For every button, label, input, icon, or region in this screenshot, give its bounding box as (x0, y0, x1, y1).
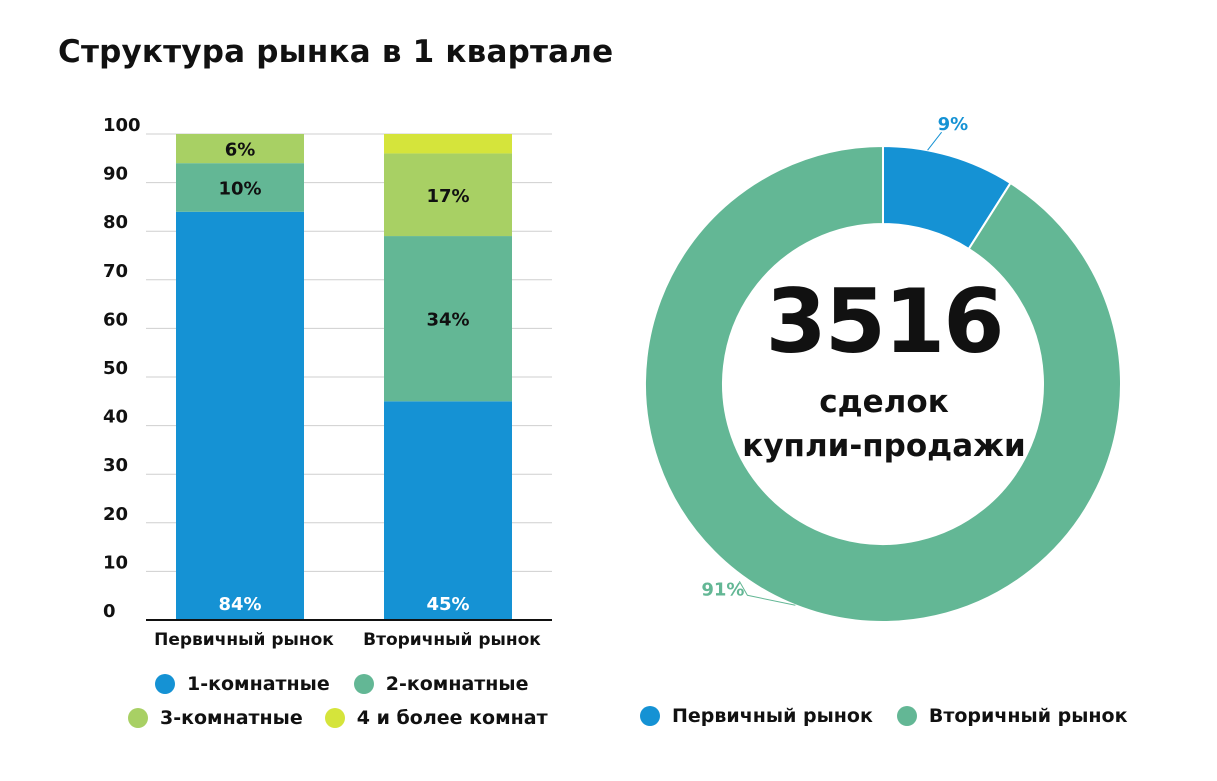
bar-segment (384, 153, 512, 237)
y-tick-label: 100 (103, 115, 141, 136)
data-label: 17% (426, 186, 469, 207)
leader-line (927, 131, 942, 151)
bar-legend-row1: 1-комнатные 2-комнатные (155, 673, 529, 695)
legend-dot-2-room (353, 674, 374, 694)
data-label: 10% (218, 178, 261, 199)
legend-label-3-room: 3-комнатные (160, 707, 303, 729)
deals-count: 3516 (765, 270, 1005, 373)
deals-caption-line2: купли-продажи (742, 428, 1026, 464)
legend-item-3-room: 3-комнатные (128, 707, 303, 729)
bar-segment (176, 163, 304, 212)
bar-segment (176, 134, 304, 164)
y-tick-label: 30 (103, 455, 128, 476)
y-tick-label: 90 (103, 164, 128, 185)
y-tick-label: 20 (103, 504, 128, 525)
legend-item-4-room: 4 и более комнат (324, 707, 548, 729)
slice-label: 91% (701, 579, 744, 600)
legend-dot-primary (640, 706, 660, 726)
legend-label-primary: Первичный рынок (672, 705, 873, 727)
donut-slice (644, 144, 1122, 623)
data-label: 34% (426, 310, 469, 331)
x-category-label: Вторичный рынок (363, 630, 541, 650)
legend-label-1-room: 1-комнатные (187, 673, 330, 695)
legend-label-secondary: Вторичный рынок (928, 705, 1128, 727)
y-tick-label: 60 (103, 309, 128, 330)
chart-title: Структура рынка в 1 квартале (58, 34, 614, 70)
legend-item-primary: Первичный рынок (640, 705, 873, 727)
y-tick-label: 40 (103, 407, 128, 428)
data-label: 45% (426, 594, 469, 615)
legend-item-2-room: 2-комнатные (353, 673, 529, 695)
x-category-label: Первичный рынок (154, 630, 334, 650)
y-tick-label: 70 (103, 261, 128, 282)
bar-segment (176, 211, 304, 620)
bar-segment (384, 134, 512, 154)
bar-segment (384, 236, 512, 402)
data-label: 84% (218, 594, 261, 615)
legend-label-2-room: 2-комнатные (385, 673, 529, 695)
slice-label: 9% (938, 114, 969, 135)
legend-dot-secondary (896, 706, 917, 726)
y-tick-label: 0 (103, 601, 116, 622)
legend-item-secondary: Вторичный рынок (896, 705, 1128, 727)
legend-item-1-room: 1-комнатные (155, 673, 330, 695)
donut-legend: Первичный рынок Вторичный рынок (640, 705, 1127, 727)
bar-segment (384, 401, 512, 620)
y-tick-label: 10 (103, 552, 128, 573)
deals-caption-line1: сделок (819, 384, 949, 420)
leader-line (738, 581, 796, 606)
y-tick-label: 50 (103, 358, 128, 379)
data-label: 6% (225, 140, 256, 161)
legend-dot-4-room (324, 708, 345, 728)
y-tick-label: 80 (103, 212, 128, 233)
bar-legend-row2: 3-комнатные 4 и более комнат (128, 707, 548, 729)
legend-dot-3-room (128, 708, 148, 728)
legend-label-4-room: 4 и более комнат (356, 707, 548, 729)
legend-dot-1-room (155, 674, 175, 694)
